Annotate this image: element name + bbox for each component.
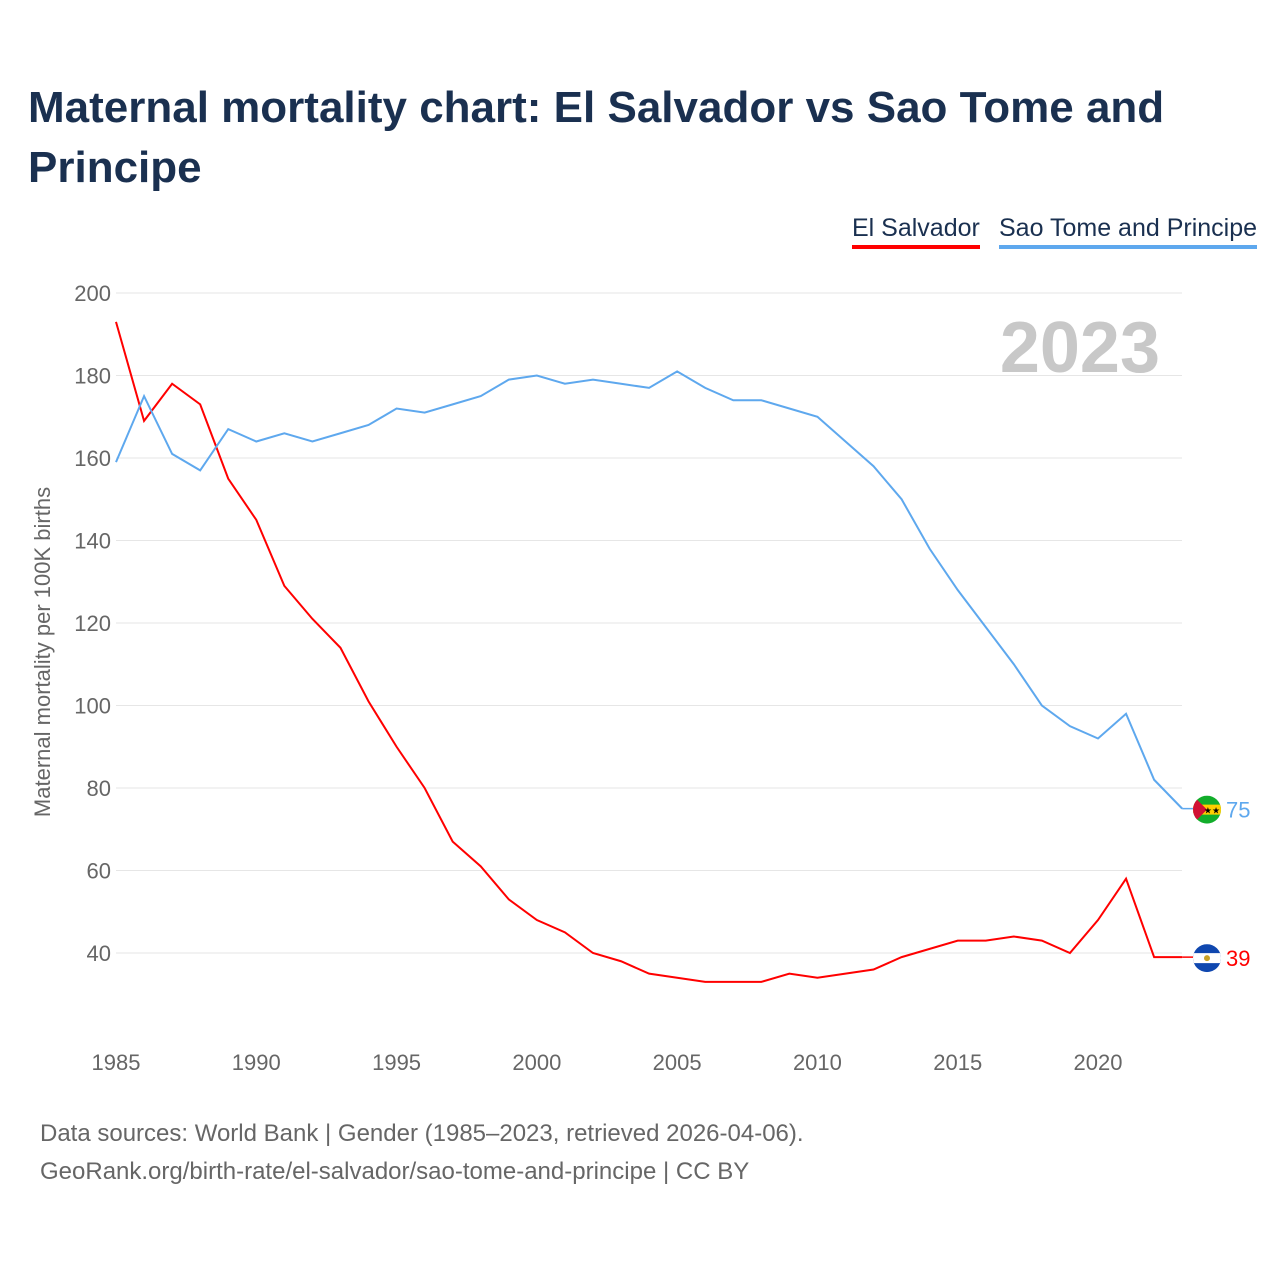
series-line-el-salvador xyxy=(115,321,1183,983)
footer-sources: Data sources: World Bank | Gender (1985–… xyxy=(40,1120,804,1147)
y-tick-label: 180 xyxy=(74,364,111,389)
x-tick-label: 2005 xyxy=(653,1050,702,1075)
end-value-label: 39 xyxy=(1226,946,1250,971)
y-tick-label: 200 xyxy=(74,281,111,306)
chart-title: Maternal mortality chart: El Salvador vs… xyxy=(28,83,1165,192)
y-tick-label: 80 xyxy=(87,776,111,801)
y-tick-label: 120 xyxy=(74,611,111,636)
x-tick-label: 2010 xyxy=(793,1050,842,1075)
x-tick-label: 2015 xyxy=(933,1050,982,1075)
legend-el-salvador[interactable]: El Salvador xyxy=(852,214,980,249)
x-tick-label: 1990 xyxy=(232,1050,281,1075)
sao-tome-flag-icon: ★★ xyxy=(1193,795,1221,824)
end-value-label: 75 xyxy=(1226,798,1250,823)
line-chart: 40 60 80 100 120 140 160 180 200 1985 1990 1995 2000… xyxy=(30,281,1250,1075)
svg-text:★★: ★★ xyxy=(1204,806,1220,816)
year-watermark: 2023 xyxy=(1000,308,1160,388)
x-tick-label: 2000 xyxy=(512,1050,561,1075)
series-line-sao-tome xyxy=(115,370,1183,810)
x-tick-label: 1985 xyxy=(92,1050,141,1075)
x-tick-label: 2020 xyxy=(1074,1050,1123,1075)
y-tick-label: 40 xyxy=(87,941,111,966)
footer-link[interactable]: GeoRank.org/birth-rate/el-salvador/sao-t… xyxy=(40,1158,750,1185)
x-tick-label: 1995 xyxy=(372,1050,421,1075)
y-tick-label: 160 xyxy=(74,446,111,471)
el-salvador-flag-icon xyxy=(1193,944,1221,973)
legend-sao-tome[interactable]: Sao Tome and Principe xyxy=(999,214,1258,249)
y-tick-label: 100 xyxy=(74,694,111,719)
y-tick-label: 60 xyxy=(87,859,111,884)
y-tick-label: 140 xyxy=(74,529,111,554)
y-axis-label: Maternal mortality per 100K births xyxy=(30,487,55,817)
